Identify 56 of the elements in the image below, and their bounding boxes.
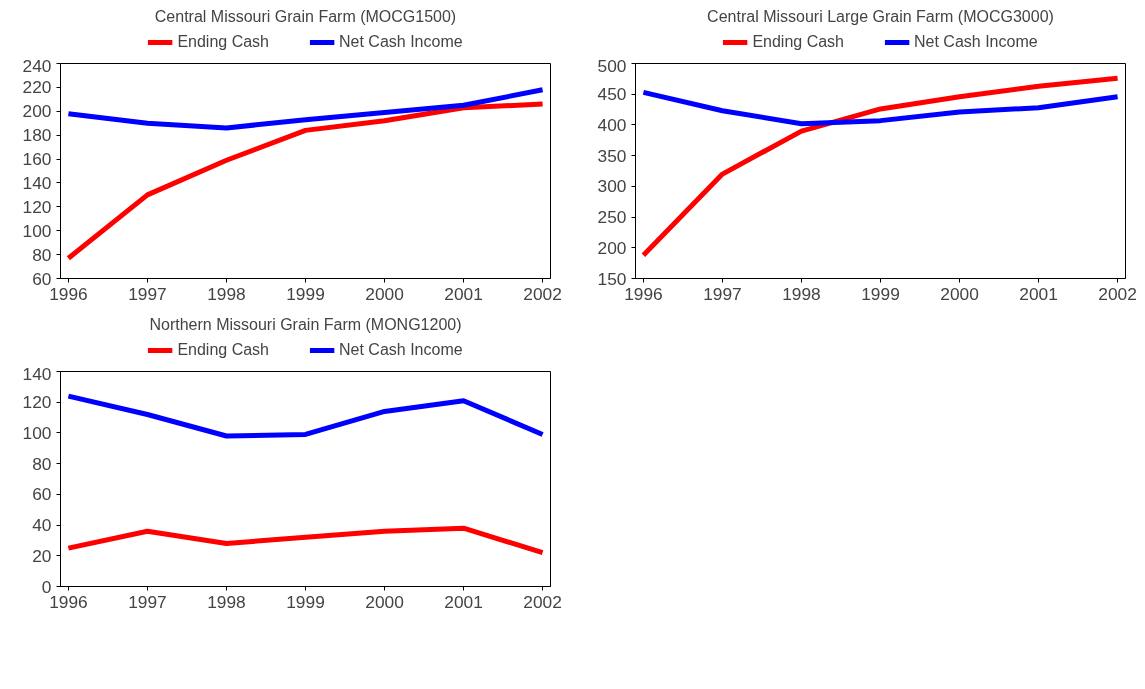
x-tick-label: 2001 <box>1019 283 1058 304</box>
x-tick-label: 1999 <box>286 591 325 612</box>
y-tick-label: 160 <box>22 149 52 170</box>
chart-title: Central Missouri Grain Farm (MOCG1500) <box>154 7 457 25</box>
x-tick-label: 1999 <box>861 283 900 304</box>
x-tick-label: 2002 <box>523 283 562 304</box>
y-tick-label: 400 <box>597 114 627 135</box>
x-tick-label: 2001 <box>444 283 483 304</box>
x-tick-label: 2002 <box>1098 283 1137 304</box>
y-tick-label: 300 <box>597 176 627 197</box>
y-tick-label: 60 <box>32 268 52 289</box>
x-tick-label: 1997 <box>128 591 167 612</box>
y-tick-label: 350 <box>597 145 627 166</box>
y-tick-label: 250 <box>597 207 627 228</box>
legend-label: Ending Cash <box>177 33 270 51</box>
y-tick-label: 180 <box>22 125 52 146</box>
legend-label: Net Cash Income <box>914 33 1038 51</box>
x-tick-label: 1999 <box>286 283 325 304</box>
x-tick-label: 1997 <box>703 283 742 304</box>
y-tick-label: 100 <box>22 422 52 443</box>
x-tick-label: 1998 <box>782 283 821 304</box>
x-tick-label: 1998 <box>207 283 246 304</box>
chart-title: Central Missouri Large Grain Farm (MOCG3000) <box>707 7 1054 25</box>
x-tick-label: 1996 <box>49 283 88 304</box>
x-tick-label: 2000 <box>365 591 404 612</box>
y-tick-label: 0 <box>41 576 52 597</box>
chart-title: Northern Missouri Grain Farm (MONG1200) <box>149 315 462 333</box>
y-tick-label: 220 <box>22 77 52 98</box>
x-tick-label: 1997 <box>128 283 167 304</box>
y-tick-label: 200 <box>22 101 52 122</box>
y-tick-label: 80 <box>32 453 52 474</box>
x-tick-label: 2002 <box>523 591 562 612</box>
x-tick-label: 1998 <box>207 591 246 612</box>
y-tick-label: 140 <box>22 363 52 384</box>
x-tick-label: 1996 <box>49 591 88 612</box>
y-tick-label: 20 <box>32 545 52 566</box>
y-tick-label: 100 <box>22 220 52 241</box>
y-tick-label: 140 <box>22 172 52 193</box>
y-tick-label: 500 <box>597 55 627 76</box>
legend-label: Ending Cash <box>752 33 845 51</box>
y-tick-label: 120 <box>22 392 52 413</box>
x-tick-label: 2000 <box>365 283 404 304</box>
legend-label: Ending Cash <box>177 341 270 359</box>
y-tick-label: 60 <box>32 484 52 505</box>
y-tick-label: 120 <box>22 196 52 217</box>
legend-label: Net Cash Income <box>339 33 463 51</box>
x-tick-label: 2000 <box>940 283 979 304</box>
y-tick-label: 200 <box>597 237 627 258</box>
x-tick-label: 2001 <box>444 591 483 612</box>
y-tick-label: 240 <box>22 55 52 76</box>
legend-label: Net Cash Income <box>339 341 463 359</box>
y-tick-label: 80 <box>32 244 52 265</box>
y-tick-label: 40 <box>32 515 52 536</box>
x-tick-label: 1996 <box>624 283 663 304</box>
y-tick-label: 150 <box>597 268 627 289</box>
y-tick-label: 450 <box>597 84 627 105</box>
